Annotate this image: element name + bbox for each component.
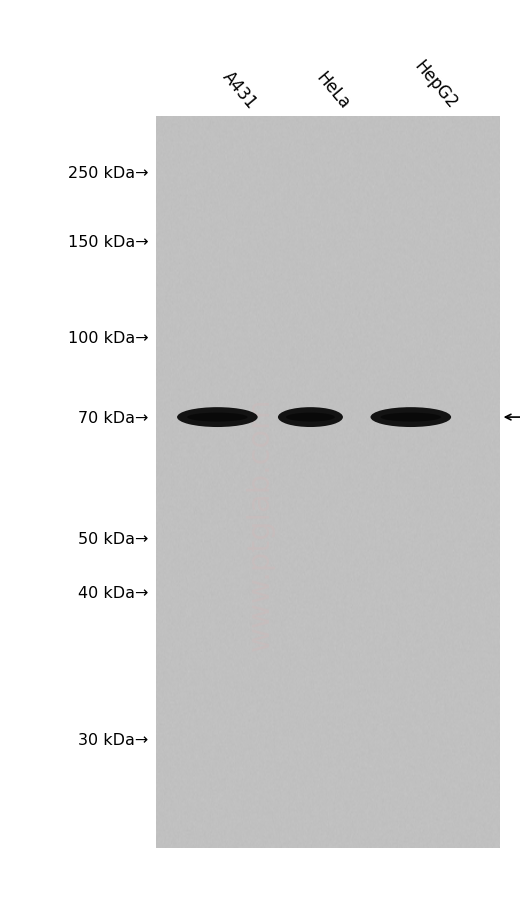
Ellipse shape: [381, 413, 441, 422]
Text: www.ptglab.com: www.ptglab.com: [245, 397, 275, 649]
Ellipse shape: [370, 408, 451, 428]
Text: 150 kDa→: 150 kDa→: [68, 235, 148, 249]
Ellipse shape: [177, 408, 257, 428]
Text: HepG2: HepG2: [411, 58, 461, 113]
Ellipse shape: [187, 413, 248, 422]
Text: HeLa: HeLa: [312, 69, 353, 113]
Ellipse shape: [278, 408, 343, 428]
Text: 30 kDa→: 30 kDa→: [78, 732, 148, 747]
Text: A431: A431: [218, 69, 260, 113]
Ellipse shape: [286, 413, 335, 422]
Text: 250 kDa→: 250 kDa→: [68, 166, 148, 180]
Text: 100 kDa→: 100 kDa→: [68, 331, 148, 345]
Text: 70 kDa→: 70 kDa→: [78, 410, 148, 425]
Text: 40 kDa→: 40 kDa→: [78, 585, 148, 600]
Text: 50 kDa→: 50 kDa→: [78, 531, 148, 546]
